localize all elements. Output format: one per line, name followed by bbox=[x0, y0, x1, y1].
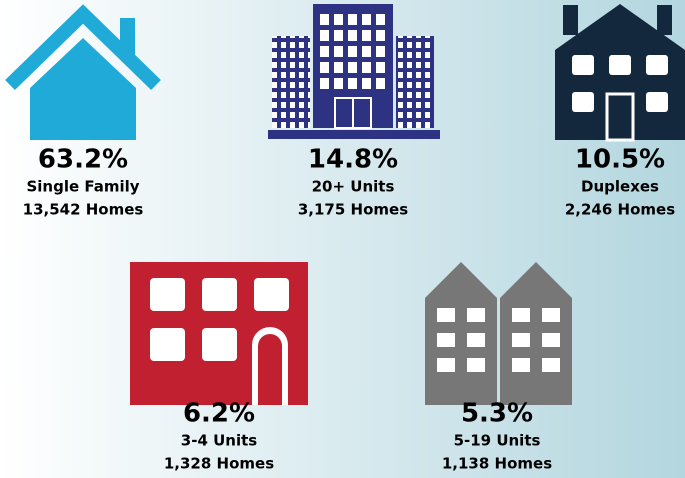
house-icon bbox=[5, 4, 161, 140]
homes: 1,138 Homes bbox=[442, 455, 552, 473]
label: Duplexes bbox=[581, 178, 659, 196]
homes: 3,175 Homes bbox=[298, 201, 408, 219]
label: 3-4 Units bbox=[181, 432, 257, 450]
percent: 63.2% bbox=[38, 145, 128, 175]
percent: 10.5% bbox=[575, 145, 665, 175]
percent: 5.3% bbox=[461, 399, 533, 429]
building-icon bbox=[268, 4, 440, 139]
duplex-icon bbox=[555, 4, 685, 142]
percent: 6.2% bbox=[183, 399, 255, 429]
homes: 2,246 Homes bbox=[565, 201, 675, 219]
label: 20+ Units bbox=[312, 178, 395, 196]
homes: 13,542 Homes bbox=[23, 201, 144, 219]
townhouse-windows bbox=[437, 308, 560, 372]
homes: 1,328 Homes bbox=[164, 455, 274, 473]
label: 5-19 Units bbox=[454, 432, 541, 450]
small-building-icon bbox=[130, 262, 308, 405]
label: Single Family bbox=[26, 178, 139, 196]
percent: 14.8% bbox=[308, 145, 398, 175]
